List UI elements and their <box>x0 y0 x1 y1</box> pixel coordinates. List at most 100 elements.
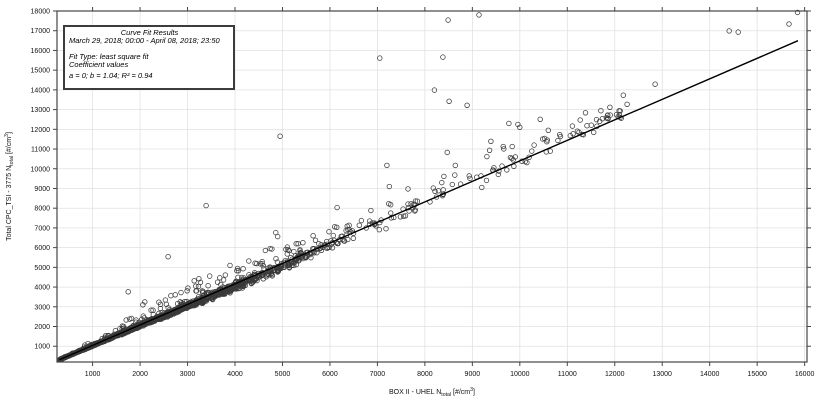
data-point <box>280 264 287 270</box>
axis-label-segment: total <box>9 156 15 166</box>
data-point <box>405 201 411 207</box>
data-point <box>617 108 623 114</box>
axis-label-segment: [#/cm <box>6 137 13 156</box>
data-point <box>291 262 297 269</box>
data-point <box>607 104 613 110</box>
y-tick-labels: 1000 2000 3000 4000 5000 6000 7000 8000 9000 1000… <box>31 9 51 351</box>
data-point <box>316 240 322 247</box>
data-point <box>222 289 229 295</box>
y-tick-label: 10000 <box>31 166 51 173</box>
grid <box>57 10 807 362</box>
data-point <box>366 218 373 224</box>
y-tick-label: 3000 <box>34 304 50 311</box>
data-point <box>599 116 606 122</box>
data-point <box>157 301 164 307</box>
data-point <box>350 235 356 241</box>
data-point <box>86 344 92 350</box>
data-point <box>310 233 316 239</box>
y-tick-label: 15000 <box>31 68 51 75</box>
data-point <box>464 102 470 108</box>
data-point <box>517 124 523 130</box>
data-point <box>388 202 394 208</box>
data-point <box>439 179 445 186</box>
x-tick-label: 13000 <box>652 371 672 378</box>
data-point <box>234 284 240 291</box>
data-point <box>412 208 418 214</box>
data-point <box>123 317 129 323</box>
data-point <box>125 289 131 295</box>
data-point <box>604 112 611 118</box>
tick-marks <box>53 7 811 366</box>
data-point <box>330 232 336 239</box>
data-point <box>582 110 589 116</box>
y-tick-label: 17000 <box>31 28 51 35</box>
data-point <box>435 188 442 194</box>
data-point <box>377 55 383 61</box>
data-point <box>168 293 174 299</box>
data-point <box>205 283 211 289</box>
y-tick-label: 6000 <box>34 245 50 252</box>
data-point <box>479 184 485 191</box>
data-point <box>286 247 292 254</box>
data-point <box>75 348 81 355</box>
data-point <box>234 268 240 274</box>
data-point <box>786 21 792 27</box>
data-point <box>262 247 268 254</box>
data-point <box>294 257 300 264</box>
data-point <box>440 187 446 193</box>
data-point <box>500 143 506 150</box>
data-point <box>414 198 421 204</box>
legend-date-range: March 29, 2018; 00:00 - April 08, 2018; … <box>69 36 220 46</box>
data-point <box>140 302 146 308</box>
data-point <box>588 122 594 128</box>
data-point <box>483 177 490 184</box>
legend-title: Curve Fit Results <box>120 28 179 37</box>
x-axis-title: BOX II - UHEL Ntotal [#/cm3] <box>389 387 475 398</box>
data-point <box>495 171 501 178</box>
data-point <box>346 226 352 233</box>
legend-coefficient-label: Coefficient values <box>69 59 129 69</box>
x-tick-label: 16000 <box>795 371 815 378</box>
data-point <box>240 266 246 272</box>
data-point <box>314 250 320 256</box>
data-point <box>368 207 374 214</box>
data-point <box>273 256 279 262</box>
y-tick-label: 14000 <box>31 87 51 94</box>
data-point <box>178 289 184 296</box>
data-point <box>400 213 407 219</box>
data-point <box>193 288 199 294</box>
data-point <box>143 319 149 326</box>
x-tick-label: 7000 <box>370 371 386 378</box>
data-point <box>531 142 537 148</box>
x-tick-label: 15000 <box>747 371 767 378</box>
data-point <box>545 127 551 133</box>
data-point <box>376 227 382 233</box>
data-point <box>577 117 583 123</box>
data-point <box>227 262 233 269</box>
legend-coefficient-values: a = 0; b = 1.04; R² = 0.94 <box>69 71 153 81</box>
x-tick-label: 1000 <box>85 371 101 378</box>
data-point <box>332 224 338 230</box>
y-tick-label: 16000 <box>31 48 51 55</box>
data-point <box>605 116 611 122</box>
x-tick-label: 6000 <box>322 371 338 378</box>
data-point <box>208 295 214 301</box>
y-tick-label: 5000 <box>34 265 50 272</box>
data-point <box>312 237 319 243</box>
data-point <box>384 162 390 169</box>
data-point <box>430 185 436 191</box>
x-tick-label: 14000 <box>700 371 720 378</box>
curve-fit-legend: Curve Fit Results March 29, 2018; 00:00 … <box>63 25 235 90</box>
data-point <box>620 92 626 98</box>
data-point <box>452 162 458 169</box>
data-point <box>289 262 295 269</box>
fit-line <box>59 40 799 361</box>
data-point <box>196 276 202 282</box>
data-point <box>318 247 325 253</box>
y-tick-label: 11000 <box>31 147 50 154</box>
data-point <box>122 328 128 335</box>
data-point <box>567 132 573 139</box>
data-point <box>598 108 604 114</box>
y-tick-label: 13000 <box>31 107 51 114</box>
plot-border <box>56 10 808 363</box>
